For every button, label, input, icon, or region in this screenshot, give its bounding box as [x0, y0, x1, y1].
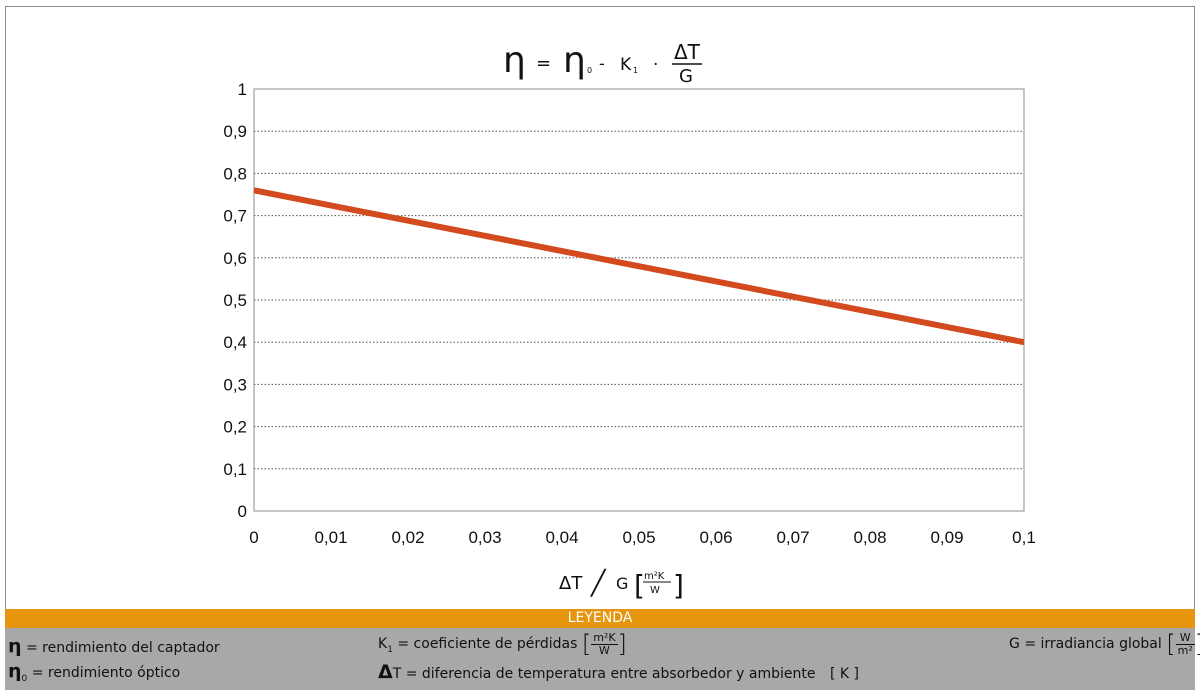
legend-g-unit-den: m² — [1177, 643, 1193, 657]
y-tick-label: 0 — [238, 502, 247, 521]
legend-g-bracket-left: [ — [1166, 630, 1176, 658]
legend-delta-t-unit: [ K ] — [829, 666, 859, 682]
legend-eta: η = rendimiento del captador — [8, 635, 220, 657]
legend-eta0-text: = rendimiento óptico — [31, 665, 181, 681]
y-tick-label: 0,4 — [223, 333, 247, 352]
x-tick-label: 0 — [249, 528, 258, 547]
legend-delta-t-text: T = diferencia de temperatura entre abso… — [392, 666, 816, 682]
formula-minus: - — [599, 54, 605, 73]
efficiency-chart: η = η 0 - K 1 · ΔT G 0 0,1 0,2 0,3 0,4 0,5 0,6… — [223, 40, 1036, 602]
legend-k1-text: = coeficiente de pérdidas — [397, 636, 578, 652]
xlabel-g: G — [616, 574, 628, 593]
formula-eta0: η — [563, 40, 586, 81]
x-tick-label: 0,06 — [699, 528, 732, 547]
x-tick-label: 0,02 — [391, 528, 424, 547]
y-tick-label: 0,5 — [223, 291, 247, 310]
legend-k1-unit-num: m²K — [591, 630, 618, 645]
y-tick-label: 0,8 — [223, 164, 247, 183]
legend-k1-unit: m²K W — [591, 630, 618, 657]
efficiency-series-line — [253, 187, 1025, 346]
plot-area — [253, 88, 1025, 512]
legend-delta-symbol: Δ — [378, 661, 393, 683]
formula-k1: K — [620, 55, 632, 75]
legend-delta-t: ΔT = diferencia de temperatura entre abs… — [378, 661, 859, 683]
legend-body: η = rendimiento del captador η0 = rendim… — [5, 628, 1200, 690]
xlabel-slash: ╱ — [589, 568, 607, 597]
x-tick-label: 0,01 — [314, 528, 347, 547]
legend-k1-sub: 1 — [387, 644, 393, 655]
xlabel-unit-num: m²K — [644, 571, 665, 582]
legend-g-symbol: G — [1009, 636, 1020, 652]
formula-eta: η — [503, 40, 526, 81]
formula-eta0-sub: 0 — [587, 66, 592, 75]
legend-header: LEYENDA — [5, 609, 1195, 628]
chart-frame: η = η 0 - K 1 · ΔT G 0 0,1 0,2 0,3 0,4 0,5 0,6… — [5, 6, 1195, 610]
legend-k1-unit-den: W — [598, 643, 610, 657]
legend-eta0-sub: 0 — [21, 673, 28, 684]
y-tick-label: 0,9 — [223, 122, 247, 141]
legend-eta0: η0 = rendimiento óptico — [8, 660, 180, 684]
legend-g-unit-num: W — [1175, 631, 1195, 645]
y-tick-label: 1 — [238, 80, 247, 99]
legend-eta-symbol: η — [8, 635, 22, 657]
xlabel-unit-den: W — [650, 585, 660, 596]
legend-g-bracket-right: ] — [1195, 630, 1200, 658]
x-tick-label: 0,04 — [545, 528, 578, 547]
legend-k1: K1 = coeficiente de pérdidas [m²K W] — [378, 630, 627, 658]
xlabel-bracket-right: ] — [673, 569, 684, 602]
x-tick-label: 0,08 — [853, 528, 886, 547]
formula-title: η = η 0 - K 1 · ΔT G — [503, 40, 702, 87]
legend-k1-bracket-right: ] — [617, 630, 627, 658]
x-axis-label: ΔT ╱ G [ m²K W ] — [559, 568, 684, 602]
xlabel-delta-t: ΔT — [559, 573, 583, 594]
formula-dot: · — [653, 55, 658, 75]
formula-numerator: ΔT — [674, 40, 701, 64]
x-tick-label: 0,03 — [468, 528, 501, 547]
legend-eta0-symbol: η — [8, 660, 22, 682]
legend-eta-text: = rendimiento del captador — [25, 640, 220, 656]
formula-k1-sub: 1 — [633, 66, 638, 75]
formula-equals: = — [536, 53, 551, 74]
legend-k1-symbol: K — [378, 636, 388, 652]
legend-k1-bracket-left: [ — [581, 630, 592, 658]
xlabel-bracket-left: [ — [634, 569, 645, 602]
x-tick-label: 0,09 — [930, 528, 963, 547]
x-tick-label: 0,05 — [622, 528, 655, 547]
formula-denominator: G — [679, 66, 693, 87]
y-tick-label: 0,3 — [223, 375, 247, 394]
x-tick-label: 0,1 — [1012, 528, 1036, 547]
y-tick-label: 0,6 — [223, 249, 247, 268]
x-tick-label: 0,07 — [776, 528, 809, 547]
y-tick-label: 0,7 — [223, 207, 247, 226]
y-tick-label: 0,1 — [223, 460, 247, 479]
legend-g-text: = irradiancia global — [1024, 636, 1162, 652]
y-tick-label: 0,2 — [223, 418, 247, 437]
legend-g: G = irradiancia global [Wm²] — [1009, 630, 1200, 658]
